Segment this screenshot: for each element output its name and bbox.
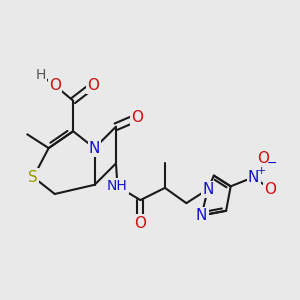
Text: N: N xyxy=(248,170,259,185)
Text: S: S xyxy=(28,170,38,185)
Text: H: H xyxy=(36,68,46,83)
Text: NH: NH xyxy=(107,179,128,193)
Text: O: O xyxy=(265,182,277,197)
Text: O: O xyxy=(49,78,61,93)
Text: O: O xyxy=(257,151,269,166)
Text: +: + xyxy=(256,166,266,176)
Text: N: N xyxy=(202,182,213,197)
Text: O: O xyxy=(131,110,143,125)
Text: O: O xyxy=(87,78,99,93)
Text: N: N xyxy=(89,141,100,156)
Text: O: O xyxy=(134,215,146,230)
Text: N: N xyxy=(196,208,207,223)
Text: −: − xyxy=(267,157,277,170)
